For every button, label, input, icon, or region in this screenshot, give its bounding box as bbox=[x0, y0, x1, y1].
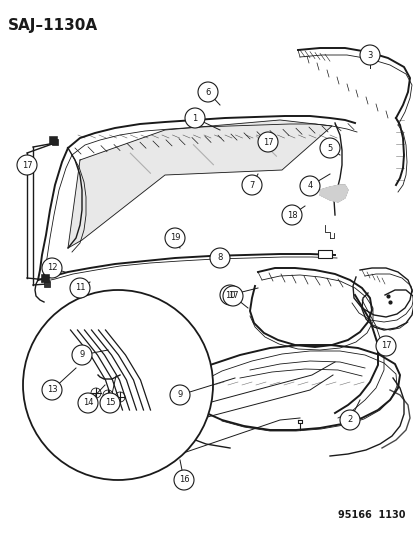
Text: 17: 17 bbox=[227, 292, 238, 301]
Bar bbox=[44, 281, 50, 287]
Circle shape bbox=[209, 248, 230, 268]
Text: 17: 17 bbox=[262, 138, 273, 147]
Circle shape bbox=[281, 205, 301, 225]
Text: 19: 19 bbox=[169, 233, 180, 243]
Circle shape bbox=[359, 45, 379, 65]
Text: 11: 11 bbox=[75, 284, 85, 293]
Circle shape bbox=[72, 345, 92, 365]
Polygon shape bbox=[68, 120, 331, 248]
Circle shape bbox=[42, 258, 62, 278]
Bar bbox=[52, 139, 58, 145]
Text: 17: 17 bbox=[21, 160, 32, 169]
Circle shape bbox=[17, 155, 37, 175]
Circle shape bbox=[23, 290, 212, 480]
Circle shape bbox=[242, 175, 261, 195]
Text: 13: 13 bbox=[47, 385, 57, 394]
Bar bbox=[317, 250, 331, 258]
Circle shape bbox=[257, 132, 277, 152]
Text: 18: 18 bbox=[286, 211, 297, 220]
Text: 9: 9 bbox=[177, 391, 182, 400]
Text: 5: 5 bbox=[327, 143, 332, 152]
Circle shape bbox=[78, 393, 98, 413]
Circle shape bbox=[219, 285, 240, 305]
Circle shape bbox=[185, 108, 204, 128]
Circle shape bbox=[375, 336, 395, 356]
Circle shape bbox=[70, 278, 90, 298]
Circle shape bbox=[173, 470, 194, 490]
Text: 8: 8 bbox=[217, 254, 222, 262]
Circle shape bbox=[170, 385, 190, 405]
Text: SAJ–1130A: SAJ–1130A bbox=[8, 18, 98, 33]
Text: 1: 1 bbox=[192, 114, 197, 123]
Circle shape bbox=[299, 176, 319, 196]
Text: 16: 16 bbox=[178, 475, 189, 484]
Circle shape bbox=[339, 410, 359, 430]
Circle shape bbox=[223, 286, 242, 306]
Circle shape bbox=[100, 393, 120, 413]
Text: 6: 6 bbox=[205, 87, 210, 96]
Text: 9: 9 bbox=[79, 351, 84, 359]
Text: 4: 4 bbox=[306, 182, 312, 190]
Text: 3: 3 bbox=[366, 51, 372, 60]
Bar bbox=[49, 136, 57, 144]
Text: 17: 17 bbox=[380, 342, 390, 351]
Text: 95166  1130: 95166 1130 bbox=[338, 510, 405, 520]
Circle shape bbox=[319, 138, 339, 158]
Text: 2: 2 bbox=[347, 416, 352, 424]
Circle shape bbox=[42, 380, 62, 400]
Text: 7: 7 bbox=[249, 181, 254, 190]
Text: 15: 15 bbox=[104, 399, 115, 408]
Circle shape bbox=[165, 228, 185, 248]
Polygon shape bbox=[319, 185, 347, 202]
Bar bbox=[41, 274, 49, 282]
Circle shape bbox=[197, 82, 218, 102]
Text: 10: 10 bbox=[224, 290, 235, 300]
Text: 14: 14 bbox=[83, 399, 93, 408]
Text: 12: 12 bbox=[47, 263, 57, 272]
